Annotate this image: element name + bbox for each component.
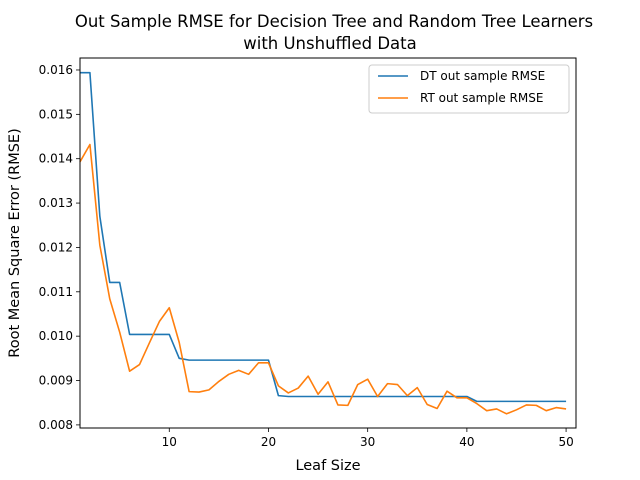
y-axis-ticks: 0.008 0.009 0.010 0.011 0.012 0.013 0.014 0.015… xyxy=(39,63,80,432)
x-tick-label: 20 xyxy=(261,435,276,449)
x-tick-label: 30 xyxy=(360,435,375,449)
legend-label-rt: RT out sample RMSE xyxy=(420,91,543,105)
x-tick-label: 10 xyxy=(162,435,177,449)
y-tick-label: 0.008 xyxy=(39,418,73,432)
y-tick-label: 0.016 xyxy=(39,63,73,77)
legend-label-dt: DT out sample RMSE xyxy=(420,69,545,83)
y-tick-label: 0.010 xyxy=(39,329,73,343)
x-tick-label: 50 xyxy=(558,435,573,449)
plot-area-frame xyxy=(79,57,577,429)
y-tick-label: 0.012 xyxy=(39,240,73,254)
chart-title-line2: with Unshuffled Data xyxy=(243,34,417,53)
series-line-0 xyxy=(80,71,567,403)
x-axis-label: Leaf Size xyxy=(295,458,360,474)
y-tick-label: 0.013 xyxy=(39,196,73,210)
y-tick-label: 0.014 xyxy=(39,152,73,166)
legend-box xyxy=(368,64,570,114)
y-tick-label: 0.009 xyxy=(39,374,73,388)
y-tick-label: 0.015 xyxy=(39,107,73,121)
chart-title-line1: Out Sample RMSE for Decision Tree and Ra… xyxy=(75,12,593,31)
y-tick-label: 0.011 xyxy=(39,285,73,299)
series-line-1 xyxy=(79,143,567,415)
y-axis-label: Root Mean Square Error (RMSE) xyxy=(7,128,23,357)
legend: DT out sample RMSE RT out sample RMSE xyxy=(368,64,570,114)
x-tick-label: 40 xyxy=(459,435,474,449)
plot-lines xyxy=(79,71,567,415)
x-axis-ticks: 10 20 30 40 50 xyxy=(162,428,574,449)
